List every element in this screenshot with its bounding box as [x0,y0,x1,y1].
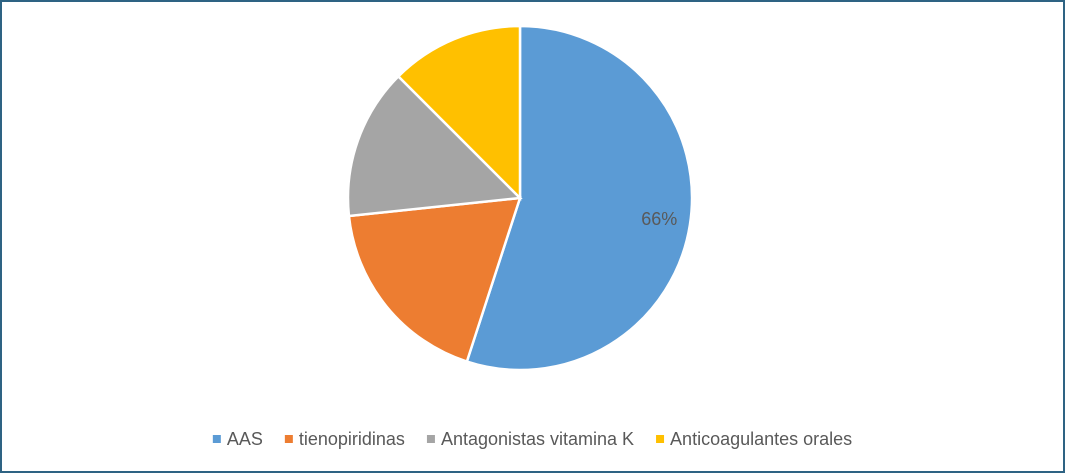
pie-slice [396,24,522,202]
pie-slice [465,24,694,372]
legend-marker [656,435,665,443]
pie-slice [346,74,523,218]
legend-marker [284,435,293,443]
legend-label: Anticoagulantes orales [670,429,852,449]
legend-label: tienopiridinas [299,429,405,449]
legend-label: Antagonistas vitamina K [441,429,634,449]
legend-label: AAS [227,429,263,449]
legend-marker [426,435,435,443]
data-label: 66% [641,209,677,229]
pie-slice [347,196,522,364]
legend-marker [212,435,221,443]
